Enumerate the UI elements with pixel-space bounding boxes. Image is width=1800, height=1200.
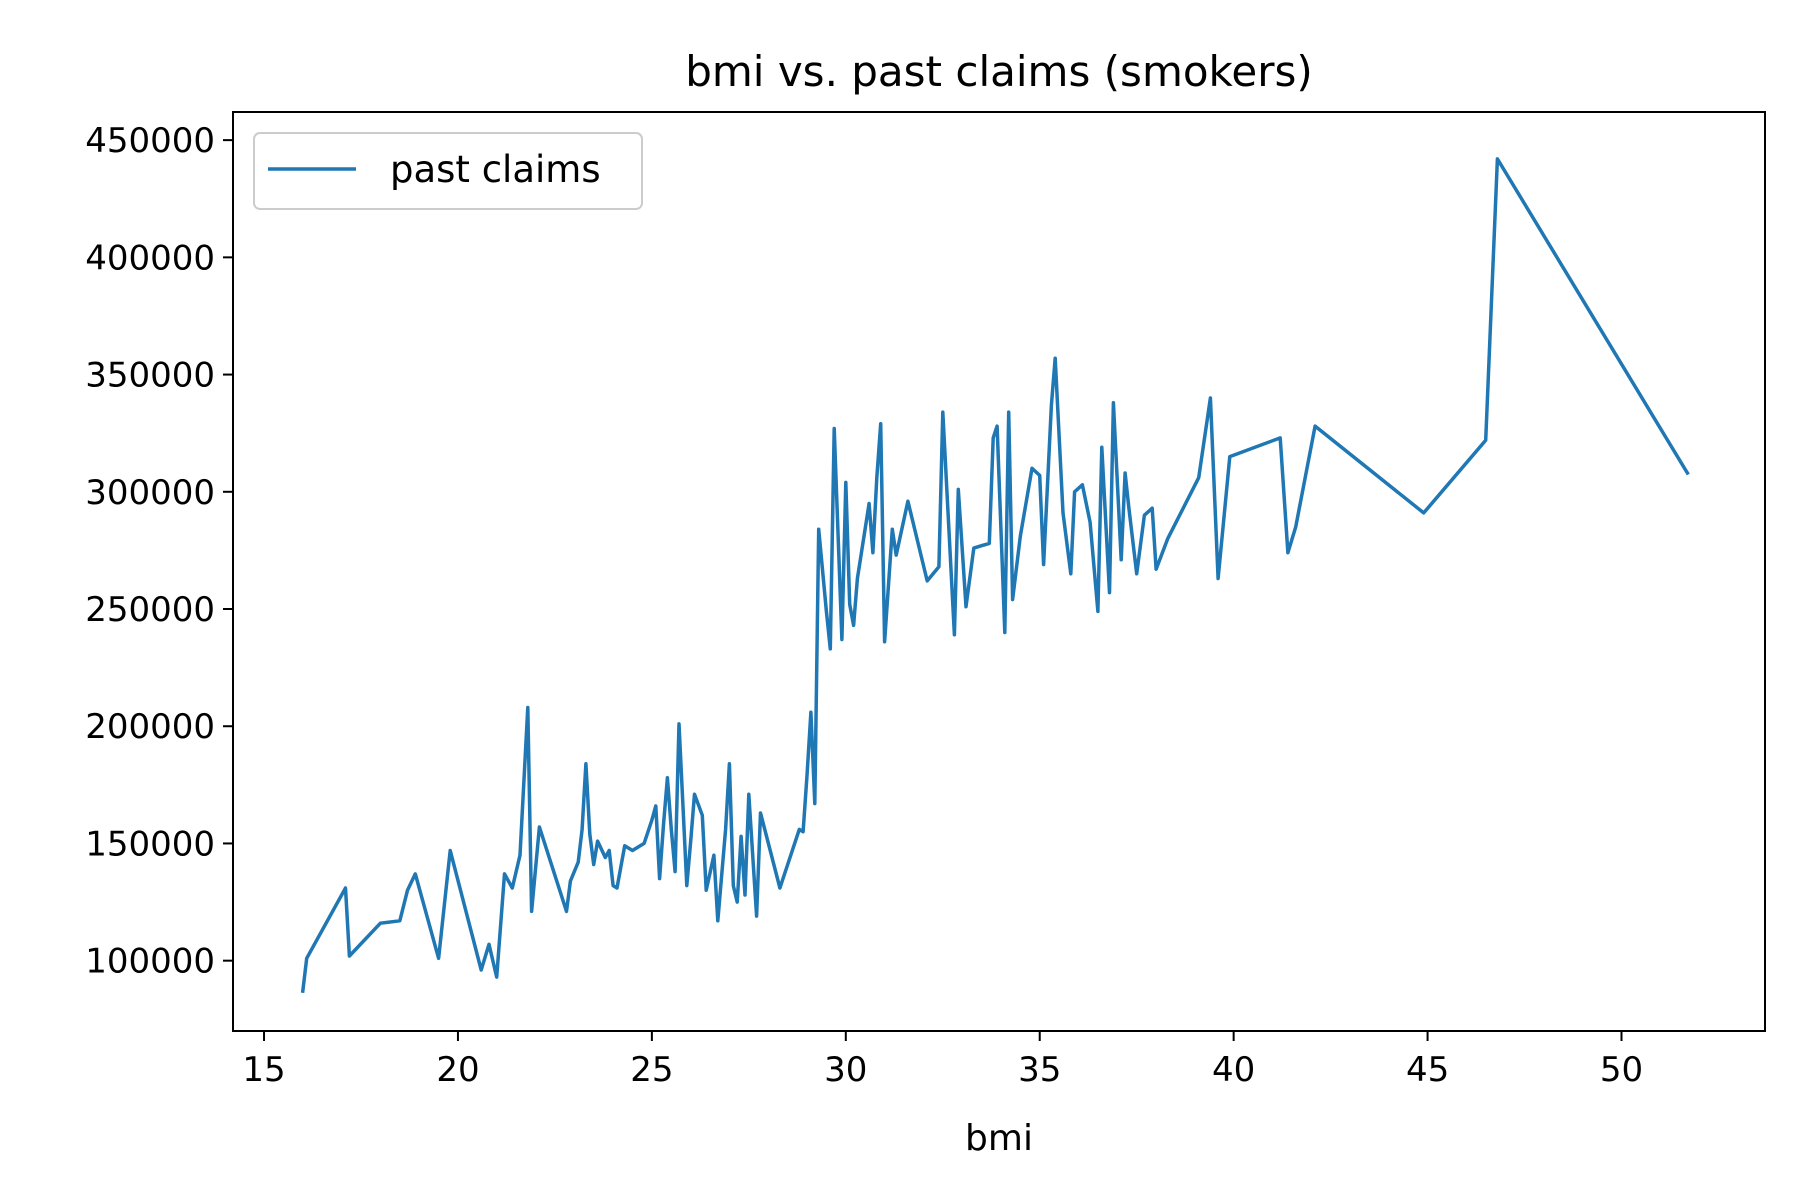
x-tick-label: 15: [242, 1050, 285, 1090]
legend-box: [253, 132, 643, 210]
x-axis-label: bmi: [965, 1118, 1033, 1159]
y-tick-label: 100000: [85, 942, 215, 982]
y-tick-label: 300000: [85, 473, 215, 513]
past-claims-line: [300, 157, 1690, 994]
plot-frame: [232, 111, 1766, 1032]
x-tick-label: 20: [436, 1050, 479, 1090]
x-tick-label: 50: [1600, 1050, 1643, 1090]
x-axis: 15 20 25 30 35 40 45 50: [242, 1031, 1643, 1090]
plot-area: [232, 111, 1766, 1032]
chart-title: bmi vs. past claims (smokers): [685, 47, 1313, 96]
y-tick-label: 150000: [85, 824, 215, 864]
y-tick-label: 250000: [85, 590, 215, 630]
x-tick-label: 40: [1212, 1050, 1255, 1090]
y-tick-label: 400000: [85, 238, 215, 278]
y-tick-label: 350000: [85, 356, 215, 396]
x-tick-label: 30: [824, 1050, 867, 1090]
plot-background: [233, 112, 1765, 1031]
y-axis: 100000 150000 200000 250000 300000 350000 4000…: [85, 121, 233, 982]
x-tick-label: 25: [630, 1050, 673, 1090]
legend: past claims: [253, 132, 643, 210]
y-tick-label: 200000: [85, 707, 215, 747]
x-tick-label: 45: [1406, 1050, 1449, 1090]
y-tick-label: 450000: [85, 121, 215, 161]
legend-label: past claims: [390, 148, 601, 191]
x-tick-label: 35: [1018, 1050, 1061, 1090]
